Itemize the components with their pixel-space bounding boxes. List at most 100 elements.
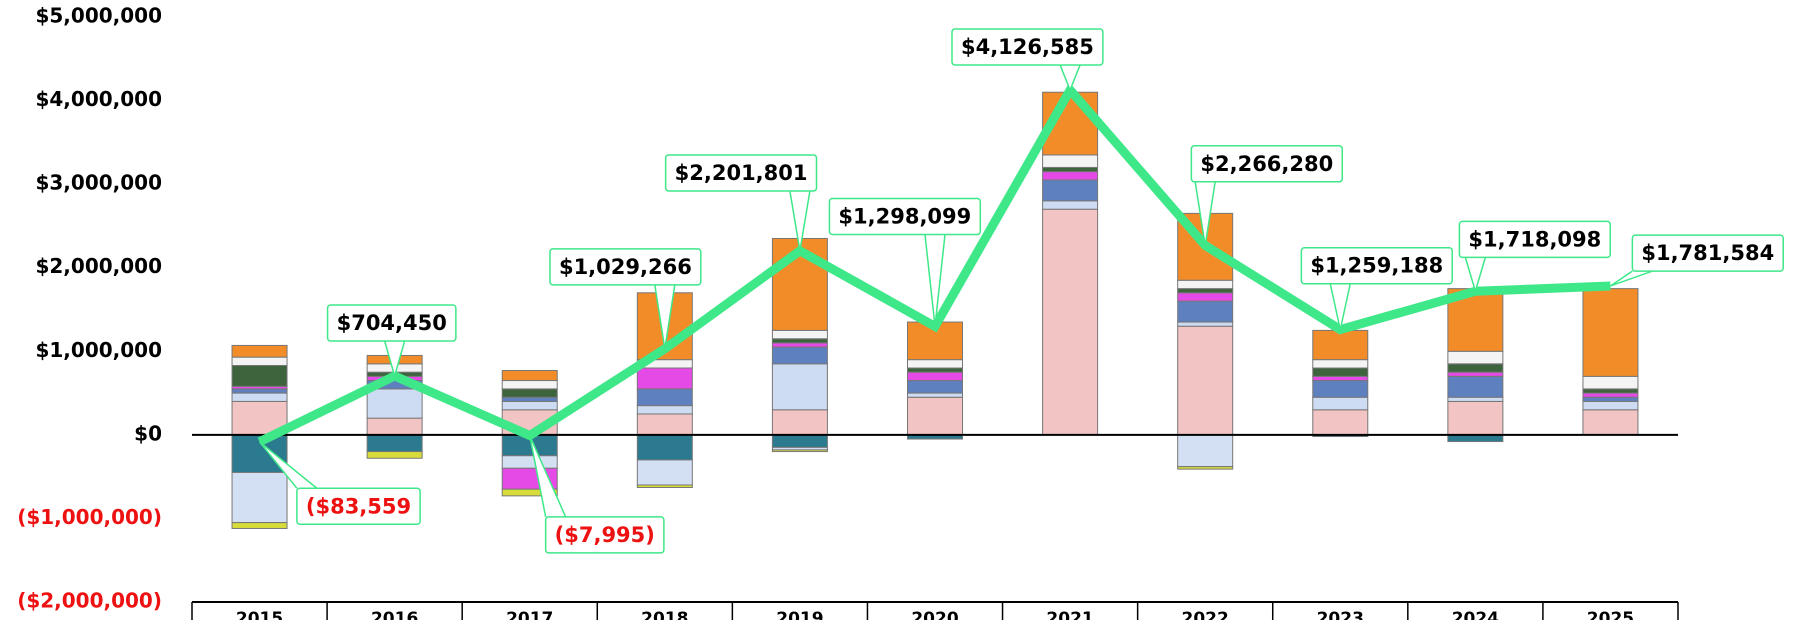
data-label-text: ($7,995) xyxy=(555,523,655,547)
data-label-text: $1,781,584 xyxy=(1641,241,1774,265)
data-label: $1,298,099 xyxy=(828,197,982,327)
bar-segment xyxy=(771,409,828,436)
bar-segment xyxy=(636,434,693,461)
label-leader xyxy=(924,234,946,327)
bar-segment xyxy=(1177,292,1234,302)
bar-segment xyxy=(1177,466,1234,470)
data-label-text: $2,266,280 xyxy=(1200,152,1333,176)
bar-segment xyxy=(1582,388,1639,394)
label-box xyxy=(544,516,665,554)
bar-segment xyxy=(1312,380,1369,398)
label-leader xyxy=(528,435,567,518)
bar-segment xyxy=(636,459,693,486)
bar-segment xyxy=(907,396,963,436)
y-tick-label: $2,000,000 xyxy=(35,254,162,278)
x-tick-label: 2019 xyxy=(776,609,823,620)
bar-segment xyxy=(231,344,288,358)
x-tick-label: 2015 xyxy=(236,609,283,620)
bar-segment xyxy=(231,388,288,394)
bar-segment xyxy=(1582,409,1639,436)
bar-segment xyxy=(771,329,828,340)
label-leader xyxy=(1464,257,1487,294)
bar-segment xyxy=(1177,300,1234,323)
bar-segment xyxy=(1447,363,1504,373)
bar-segment xyxy=(636,388,693,407)
data-label-text: ($83,559 xyxy=(306,494,411,518)
bar-segment xyxy=(771,363,828,411)
x-tick-label: 2024 xyxy=(1452,609,1499,620)
data-label: $2,266,280 xyxy=(1190,145,1343,246)
bar-segment xyxy=(1042,200,1099,210)
bar-segment xyxy=(1447,375,1504,398)
bar-segment xyxy=(1582,392,1639,398)
y-tick-label: ($1,000,000) xyxy=(17,505,162,529)
label-leader xyxy=(1329,283,1352,330)
bar-segment xyxy=(1447,396,1504,402)
bar-segment xyxy=(1312,329,1369,361)
y-tick-label: $5,000,000 xyxy=(35,4,162,28)
bar-segment xyxy=(771,346,828,365)
bar-segment xyxy=(501,370,558,382)
bar-segment xyxy=(1312,367,1369,377)
bar-segment xyxy=(1177,288,1234,294)
label-leader xyxy=(383,340,406,379)
y-tick-label: $3,000,000 xyxy=(35,171,162,195)
bar-segment xyxy=(1042,208,1099,436)
bar-segment xyxy=(907,367,963,373)
bar-segment xyxy=(636,367,693,390)
label-leader xyxy=(654,284,676,349)
bar-segment xyxy=(1312,396,1369,411)
bar-segment xyxy=(366,434,423,453)
bar-segment xyxy=(1312,375,1369,382)
y-tick-label: $4,000,000 xyxy=(35,87,162,111)
x-tick-label: 2017 xyxy=(506,609,553,620)
bar-segment xyxy=(1177,279,1234,290)
data-label-text: $1,298,099 xyxy=(838,204,971,228)
label-box xyxy=(828,197,982,236)
bar-segment xyxy=(1447,400,1504,436)
bar-segment xyxy=(771,338,828,344)
bar-segment xyxy=(501,388,558,398)
data-label-text: $704,450 xyxy=(337,311,447,335)
x-tick-label: 2018 xyxy=(641,609,688,620)
label-box xyxy=(1190,145,1343,183)
label-leader xyxy=(789,190,811,251)
bar-segment xyxy=(231,400,288,436)
data-label: $2,201,801 xyxy=(664,154,818,251)
bar-segment xyxy=(1042,154,1099,168)
y-tick-label: $1,000,000 xyxy=(35,338,162,362)
data-label: $704,450 xyxy=(326,304,457,379)
data-label: $1,718,098 xyxy=(1458,220,1612,294)
bar-segment xyxy=(231,392,288,402)
bar-segment xyxy=(771,342,828,348)
bar-segment xyxy=(501,455,558,469)
x-tick-label: 2020 xyxy=(911,609,958,620)
y-tick-label: ($2,000,000) xyxy=(17,589,162,613)
data-label-text: $1,718,098 xyxy=(1468,227,1601,251)
bar-segment xyxy=(501,488,558,497)
bar-segment xyxy=(771,434,828,448)
data-label: $1,029,266 xyxy=(549,248,702,349)
data-label-text: $1,259,188 xyxy=(1310,254,1443,278)
data-label: $4,126,585 xyxy=(951,28,1104,93)
bar-segment xyxy=(636,405,693,415)
bar-segment xyxy=(1177,321,1234,327)
data-label: ($7,995) xyxy=(528,435,665,554)
x-tick-label: 2025 xyxy=(1587,609,1634,620)
data-label-text: $2,201,801 xyxy=(675,161,808,185)
bar-segment xyxy=(1177,325,1234,436)
label-leader xyxy=(258,441,318,489)
y-tick-label: $0 xyxy=(134,421,162,445)
bar-segment xyxy=(1447,434,1504,443)
bar-segment xyxy=(1177,434,1234,468)
label-box xyxy=(1631,234,1784,272)
bar-segment xyxy=(1312,359,1369,369)
x-tick-label: 2023 xyxy=(1317,609,1364,620)
bar-segment xyxy=(907,359,963,369)
bar-segment xyxy=(366,417,423,436)
bar-segment xyxy=(636,484,693,489)
bar-segment xyxy=(1582,396,1639,402)
bar-segment xyxy=(907,371,963,382)
bar-segment xyxy=(907,380,963,394)
